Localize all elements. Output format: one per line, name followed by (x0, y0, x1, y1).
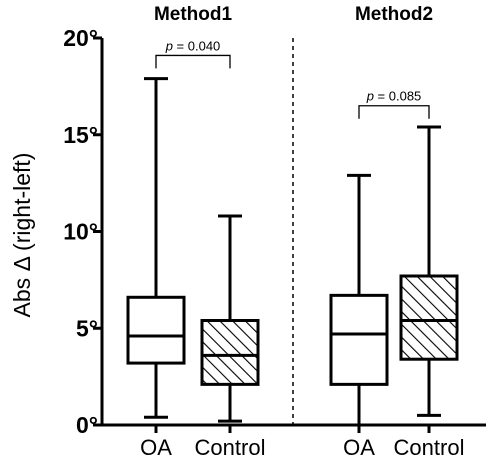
y-tick-label: 20° (63, 25, 98, 51)
x-tick-label: Control (394, 435, 465, 460)
group-title: Method2 (355, 4, 433, 25)
box-groups: Method1 p = 0.040 Method2 p = 0.085 (126, 4, 459, 427)
group-title: Method1 (154, 4, 233, 25)
iqr-box (126, 295, 186, 365)
significance-bracket (358, 105, 430, 119)
box-oa (329, 173, 389, 427)
box-control (399, 125, 459, 417)
box-group: Method2 p = 0.085 (329, 4, 459, 427)
y-axis: 0° 5° 10° 15° 20° (63, 25, 104, 438)
iqr-box (329, 293, 389, 386)
x-tick-label: Control (195, 435, 266, 460)
p-value-label: p = 0.085 (366, 89, 422, 104)
box-oa (126, 77, 186, 419)
y-tick-label: 0° (76, 412, 98, 438)
y-tick-label: 15° (63, 122, 98, 148)
x-tick-label: OA (343, 435, 375, 460)
box-group: Method1 p = 0.040 (126, 4, 260, 423)
box-control (200, 214, 260, 423)
y-axis-label: Abs Δ (right-left) (9, 153, 35, 318)
x-axis: OA Control OA Control (102, 423, 486, 460)
significance-bracket (155, 54, 231, 69)
iqr-box (399, 274, 459, 361)
iqr-box (200, 319, 260, 386)
p-value-label: p = 0.040 (165, 38, 221, 53)
y-tick-label: 5° (76, 315, 98, 341)
x-tick-label: OA (140, 435, 172, 460)
y-tick-label: 10° (63, 219, 98, 245)
